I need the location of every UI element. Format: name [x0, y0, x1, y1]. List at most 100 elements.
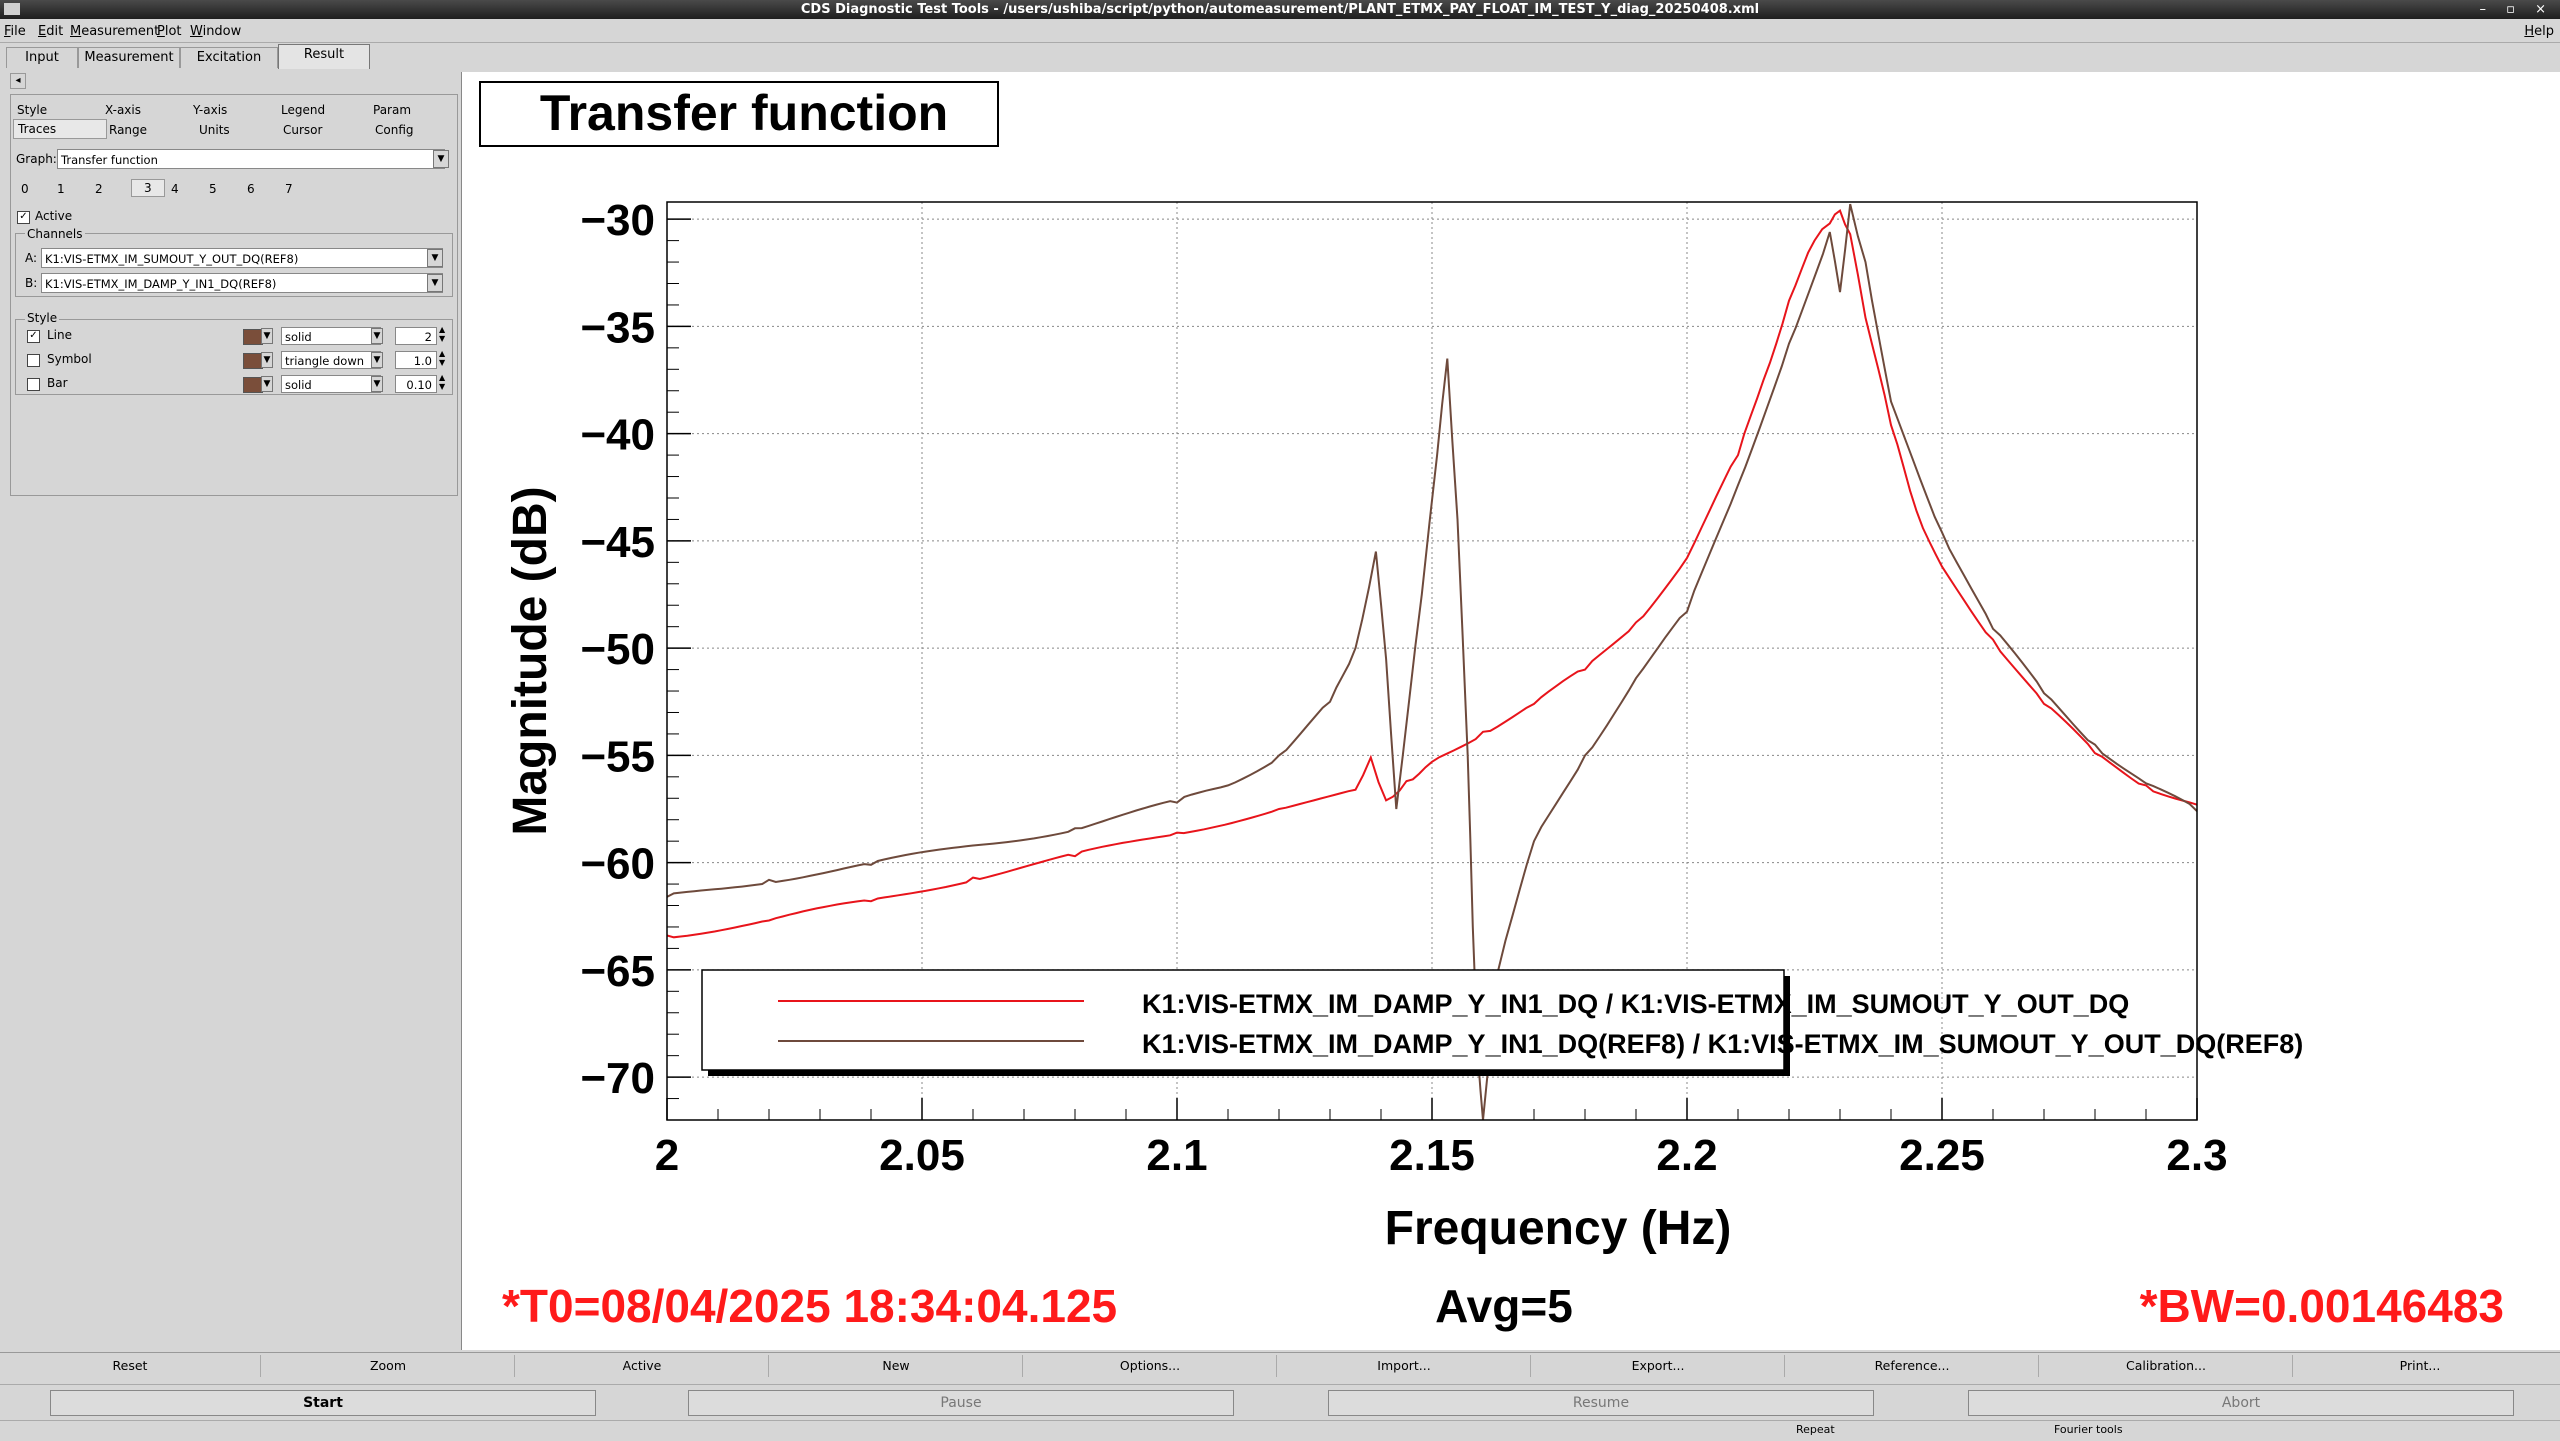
chevron-down-icon[interactable]: ▼: [261, 352, 273, 368]
transfer-function-chart[interactable]: Transfer function 2 2.05 2.1 2.15 2.2 2.25 2.3…: [462, 72, 2560, 1350]
tab-style[interactable]: Style: [17, 103, 48, 117]
menu-window[interactable]: Window: [190, 24, 242, 39]
chevron-down-icon[interactable]: ▼: [427, 249, 443, 267]
repeat-status: Repeat: [1796, 1423, 1835, 1436]
bar-width-input[interactable]: 0.10: [395, 375, 437, 393]
symbol-size-input[interactable]: 1.0: [395, 351, 437, 369]
chevron-down-icon[interactable]: ▼: [371, 376, 383, 392]
chevron-down-icon[interactable]: ▼: [427, 274, 443, 292]
channels-label: Channels: [25, 227, 85, 241]
y-tick-label: −35: [580, 303, 655, 352]
trace-tab-2[interactable]: 2: [95, 182, 103, 196]
options-button[interactable]: Options...: [1024, 1355, 1277, 1377]
status-bar: Repeat Fourier tools: [0, 1420, 2560, 1441]
trace-tab-6[interactable]: 6: [247, 182, 255, 196]
bw-label: *BW=0.00146483: [2140, 1280, 2504, 1332]
symbol-checkbox[interactable]: [27, 354, 40, 367]
chart-series: [667, 203, 2197, 1120]
chevron-down-icon[interactable]: ▼: [371, 328, 383, 344]
style-label: Style: [25, 311, 60, 325]
tab-input[interactable]: Input: [6, 47, 78, 68]
menu-edit[interactable]: Edit: [38, 24, 64, 39]
chevron-down-icon[interactable]: ▼: [261, 328, 273, 344]
bar-color-swatch[interactable]: [243, 377, 263, 393]
active-button[interactable]: Active: [516, 1355, 769, 1377]
chevron-down-icon[interactable]: ▼: [433, 150, 449, 168]
tab-result[interactable]: Result: [278, 44, 370, 69]
resume-button[interactable]: Resume: [1328, 1390, 1874, 1416]
tab-param[interactable]: Param: [373, 103, 412, 117]
chart-title: Transfer function: [540, 85, 948, 141]
tab-traces[interactable]: Traces: [13, 119, 107, 139]
bar-checkbox[interactable]: [27, 378, 40, 391]
series-line-2: [667, 203, 2197, 1120]
active-checkbox[interactable]: ✓: [17, 211, 30, 224]
symbol-style-select[interactable]: triangle down: [281, 351, 381, 369]
channel-b-select[interactable]: K1:VIS-ETMX_IM_DAMP_Y_IN1_DQ(REF8): [41, 273, 443, 293]
line-checkbox[interactable]: ✓: [27, 330, 40, 343]
import-button[interactable]: Import...: [1278, 1355, 1531, 1377]
y-tick-label: −40: [580, 411, 655, 460]
y-tick-label: −65: [580, 947, 655, 996]
trace-tab-4[interactable]: 4: [171, 182, 179, 196]
menu-help[interactable]: Help: [2524, 24, 2554, 39]
series-line-1: [667, 208, 2197, 939]
window-menu-icon[interactable]: [4, 3, 20, 15]
trace-tab-1[interactable]: 1: [57, 182, 65, 196]
graph-select[interactable]: Transfer function: [57, 149, 445, 169]
tab-range[interactable]: Range: [109, 123, 148, 137]
trace-tab-5[interactable]: 5: [209, 182, 217, 196]
channel-a-label: A:: [25, 251, 38, 265]
symbol-size-stepper[interactable]: ▲ ▼: [439, 349, 446, 367]
tab-excitation[interactable]: Excitation: [180, 47, 278, 68]
window-title-bar: CDS Diagnostic Test Tools - /users/ushib…: [0, 0, 2560, 19]
tab-config[interactable]: Config: [375, 123, 414, 137]
channel-b-label: B:: [25, 276, 38, 290]
y-tick-label: −70: [580, 1054, 655, 1103]
reset-button[interactable]: Reset: [0, 1355, 261, 1377]
tab-x-axis[interactable]: X-axis: [105, 103, 141, 117]
tab-measurement[interactable]: Measurement: [78, 47, 180, 68]
chart-axes: 2 2.05 2.1 2.15 2.2 2.25 2.3 −30 −35 −40 −45 −50 −55…: [580, 196, 2227, 1180]
graph-button-row: Reset Zoom Active New Options... Import.…: [0, 1352, 2560, 1379]
line-style-select[interactable]: solid: [281, 327, 381, 345]
menu-measurement[interactable]: Measurement: [70, 24, 160, 39]
export-button[interactable]: Export...: [1532, 1355, 1785, 1377]
line-width-stepper[interactable]: ▲ ▼: [439, 325, 446, 343]
reference-button[interactable]: Reference...: [1786, 1355, 2039, 1377]
tab-legend[interactable]: Legend: [281, 103, 326, 117]
abort-button[interactable]: Abort: [1968, 1390, 2514, 1416]
trace-tab-0[interactable]: 0: [21, 182, 29, 196]
zoom-button[interactable]: Zoom: [262, 1355, 515, 1377]
menu-plot[interactable]: Plot: [157, 24, 182, 39]
tab-cursor[interactable]: Cursor: [283, 123, 323, 137]
symbol-color-swatch[interactable]: [243, 353, 263, 369]
x-axis-label: Frequency (Hz): [1385, 1202, 1732, 1255]
trace-tab-3[interactable]: 3: [131, 179, 165, 197]
graph-panel[interactable]: Transfer function 2 2.05 2.1 2.15 2.2 2.25 2.3…: [461, 72, 2560, 1350]
start-button[interactable]: Start: [50, 1390, 596, 1416]
y-tick-label: −60: [580, 840, 655, 889]
calibration-button[interactable]: Calibration...: [2040, 1355, 2293, 1377]
pause-button[interactable]: Pause: [688, 1390, 1234, 1416]
x-tick-label: 2.15: [1389, 1131, 1475, 1180]
legend-entry-1: K1:VIS-ETMX_IM_DAMP_Y_IN1_DQ / K1:VIS-ET…: [1142, 989, 2129, 1019]
window-controls[interactable]: – ▫ ×: [2479, 2, 2554, 17]
chevron-down-icon[interactable]: ▼: [261, 376, 273, 392]
chevron-down-icon[interactable]: ▼: [371, 352, 383, 368]
tab-units[interactable]: Units: [199, 123, 230, 137]
line-width-input[interactable]: 2: [395, 327, 437, 345]
print-button[interactable]: Print...: [2399, 1358, 2441, 1373]
x-tick-label: 2.05: [879, 1131, 965, 1180]
menu-file[interactable]: File: [4, 24, 26, 39]
bar-width-stepper[interactable]: ▲ ▼: [439, 373, 446, 391]
tab-y-axis[interactable]: Y-axis: [193, 103, 228, 117]
trace-tab-7[interactable]: 7: [285, 182, 293, 196]
line-color-swatch[interactable]: [243, 329, 263, 345]
channel-a-select[interactable]: K1:VIS-ETMX_IM_SUMOUT_Y_OUT_DQ(REF8): [41, 248, 443, 268]
y-tick-label: −55: [580, 732, 655, 781]
y-tick-label: −30: [580, 196, 655, 245]
new-button[interactable]: New: [770, 1355, 1023, 1377]
collapse-left-icon[interactable]: ◂: [10, 73, 26, 89]
bar-style-select[interactable]: solid: [281, 375, 381, 393]
